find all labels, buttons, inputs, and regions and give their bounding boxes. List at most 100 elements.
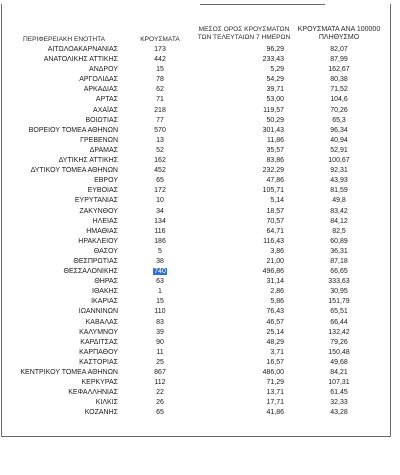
avg7-cell-text: 3,71 — [270, 348, 284, 356]
avg7-cell: 2,86 — [196, 287, 292, 297]
table-row: ΚΑΡΔΙΤΣΑΣ 90 48,29 79,26 — [4, 338, 386, 348]
avg7-cell: 35,57 — [196, 146, 292, 156]
avg7-cell: 11,86 — [196, 136, 292, 146]
per100k-cell-text: 49,8 — [332, 197, 346, 205]
region-cell: ΚΑΛΥΜΝΟΥ — [4, 328, 124, 338]
cases-cell: 71 — [124, 95, 196, 105]
region-cell: ΚΑΡΔΙΤΣΑΣ — [4, 338, 124, 348]
cases-cell-text: 570 — [154, 126, 166, 134]
cases-cell: 52 — [124, 146, 196, 156]
avg7-cell-text: 496,86 — [262, 268, 284, 276]
cases-cell: 13 — [124, 136, 196, 146]
per100k-cell: 49,68 — [292, 358, 386, 368]
table-row: ΓΡΕΒΕΝΩΝ 13 11,86 40,94 — [4, 136, 386, 146]
per100k-cell: 87,18 — [292, 257, 386, 267]
region-cell-text: ΙΩΑΝΝΙΝΩΝ — [78, 308, 118, 316]
avg7-cell: 39,71 — [196, 85, 292, 95]
avg7-cell-text: 105,71 — [262, 187, 284, 195]
per100k-cell: 65,3 — [292, 116, 386, 126]
region-cell: ΙΩΑΝΝΙΝΩΝ — [4, 307, 124, 317]
region-cell-text: ΑΧΑΪΑΣ — [93, 106, 118, 114]
table-row: ΙΘΑΚΗΣ 1 2,86 30,95 — [4, 287, 386, 297]
region-cell-text: ΔΥΤΙΚΟΥ ΤΟΜΕΑ ΑΘΗΝΩΝ — [30, 167, 118, 175]
table-row: ΑΝΔΡΟΥ 15 5,29 162,67 — [4, 65, 386, 75]
region-cell: ΚΑΡΠΑΘΟΥ — [4, 348, 124, 358]
per100k-cell-text: 80,38 — [330, 76, 348, 84]
cases-cell: 11 — [124, 348, 196, 358]
cases-cell: 134 — [124, 217, 196, 227]
cases-cell-text: 740 — [153, 268, 167, 276]
header-region-label: ΠΕΡΙΦΕΡΕΙΑΚΗ ΕΝΟΤΗΤΑ — [22, 36, 106, 43]
region-cell: ΔΥΤΙΚΟΥ ΤΟΜΕΑ ΑΘΗΝΩΝ — [4, 166, 124, 176]
table-row: ΕΥΡΥΤΑΝΙΑΣ 10 5,14 49,8 — [4, 196, 386, 206]
avg7-cell: 31,14 — [196, 277, 292, 287]
avg7-cell-text: 5,14 — [270, 197, 284, 205]
region-cell: ΚΑΒΑΛΑΣ — [4, 318, 124, 328]
per100k-cell-text: 36,31 — [330, 247, 348, 255]
per100k-cell: 36,31 — [292, 247, 386, 257]
cases-cell-text: 867 — [154, 369, 166, 376]
table-row: ΗΛΕΙΑΣ 134 70,57 84,12 — [4, 217, 386, 227]
per100k-cell-text: 104,6 — [330, 96, 348, 104]
cases-cell: 10 — [124, 196, 196, 206]
cases-cell: 110 — [124, 307, 196, 317]
region-cell: ΕΥΡΥΤΑΝΙΑΣ — [4, 196, 124, 206]
avg7-cell-text: 31,14 — [266, 278, 284, 286]
table-row: ΚΟΖΑΝΗΣ 65 41,86 43,28 — [4, 408, 386, 418]
cases-cell: 173 — [124, 45, 196, 55]
cases-cell: 65 — [124, 408, 196, 418]
avg7-cell-text: 16,57 — [266, 358, 284, 366]
cases-cell-text: 62 — [156, 86, 164, 94]
cases-cell: 34 — [124, 207, 196, 217]
per100k-cell-text: 70,26 — [330, 106, 348, 114]
region-cell: ΗΛΕΙΑΣ — [4, 217, 124, 227]
per100k-cell: 82,5 — [292, 227, 386, 237]
per100k-cell-text: 84,21 — [330, 369, 348, 376]
table-row: ΚΙΛΚΙΣ 26 17,71 32,33 — [4, 398, 386, 408]
cases-cell: 26 — [124, 398, 196, 408]
region-cell: ΘΕΣΣΑΛΟΝΙΚΗΣ — [4, 267, 124, 277]
left-border — [1, 4, 2, 436]
region-cell-text: ΗΡΑΚΛΕΙΟΥ — [78, 237, 118, 245]
region-cell-text: ΑΡΚΑΔΙΑΣ — [83, 86, 118, 94]
header-avg7-line2: ΤΩΝ ΤΕΛΕΥΤΑΙΩΝ 7 ΗΜΕΡΩΝ — [197, 34, 291, 41]
region-cell-text: ΘΗΡΑΣ — [94, 278, 118, 286]
per100k-cell: 66,65 — [292, 267, 386, 277]
cases-cell: 90 — [124, 338, 196, 348]
region-cell: ΚΙΛΚΙΣ — [4, 398, 124, 408]
cases-table: ΑΙΤΩΛΟΑΚΑΡΝΑΝΙΑΣ 173 96,29 82,07 ΑΝΑΤΟΛΙΚΗΣ … — [4, 45, 386, 418]
cases-cell: 62 — [124, 85, 196, 95]
cases-cell-text: 112 — [154, 379, 166, 387]
table-row: ΚΑΣΤΟΡΙΑΣ 25 16,57 49,68 — [4, 358, 386, 368]
avg7-cell: 116,43 — [196, 237, 292, 247]
table-row: ΒΟΡΕΙΟΥ ΤΟΜΕΑ ΑΘΗΝΩΝ 570 301,43 96,34 — [4, 126, 386, 136]
table-row: ΑΙΤΩΛΟΑΚΑΡΝΑΝΙΑΣ 173 96,29 82,07 — [4, 45, 386, 55]
cases-cell-text: 26 — [156, 399, 164, 407]
table-row: ΔΥΤΙΚΟΥ ΤΟΜΕΑ ΑΘΗΝΩΝ 452 232,29 92,31 — [4, 166, 386, 176]
avg7-cell-text: 41,86 — [266, 409, 284, 417]
per100k-cell: 82,07 — [292, 45, 386, 55]
cases-cell-text: 63 — [156, 278, 164, 286]
cases-cell-text: 65 — [156, 177, 164, 185]
per100k-cell: 70,26 — [292, 106, 386, 116]
cases-cell: 77 — [124, 116, 196, 126]
avg7-cell: 232,29 — [196, 166, 292, 176]
table-row: ΔΡΑΜΑΣ 52 35,57 52,91 — [4, 146, 386, 156]
table-row: ΗΡΑΚΛΕΙΟΥ 186 116,43 60,89 — [4, 237, 386, 247]
cases-cell-text: 186 — [154, 237, 166, 245]
cases-cell: 218 — [124, 106, 196, 116]
cases-cell: 25 — [124, 358, 196, 368]
region-cell: ΚΕΡΚΥΡΑΣ — [4, 378, 124, 388]
table-row: ΚΕΝΤΡΙΚΟΥ ΤΟΜΕΑ ΑΘΗΝΩΝ 867 486,00 84,21 — [4, 368, 386, 378]
avg7-cell-text: 47,86 — [266, 177, 284, 185]
per100k-cell: 30,95 — [292, 287, 386, 297]
per100k-cell: 92,31 — [292, 166, 386, 176]
cases-cell: 63 — [124, 277, 196, 287]
avg7-cell: 5,86 — [196, 297, 292, 307]
per100k-cell-text: 82,07 — [330, 46, 348, 53]
avg7-cell: 47,86 — [196, 176, 292, 186]
per100k-cell-text: 60,89 — [330, 237, 348, 245]
table-row: ΚΕΡΚΥΡΑΣ 112 71,29 107,31 — [4, 378, 386, 388]
cases-cell: 162 — [124, 156, 196, 166]
